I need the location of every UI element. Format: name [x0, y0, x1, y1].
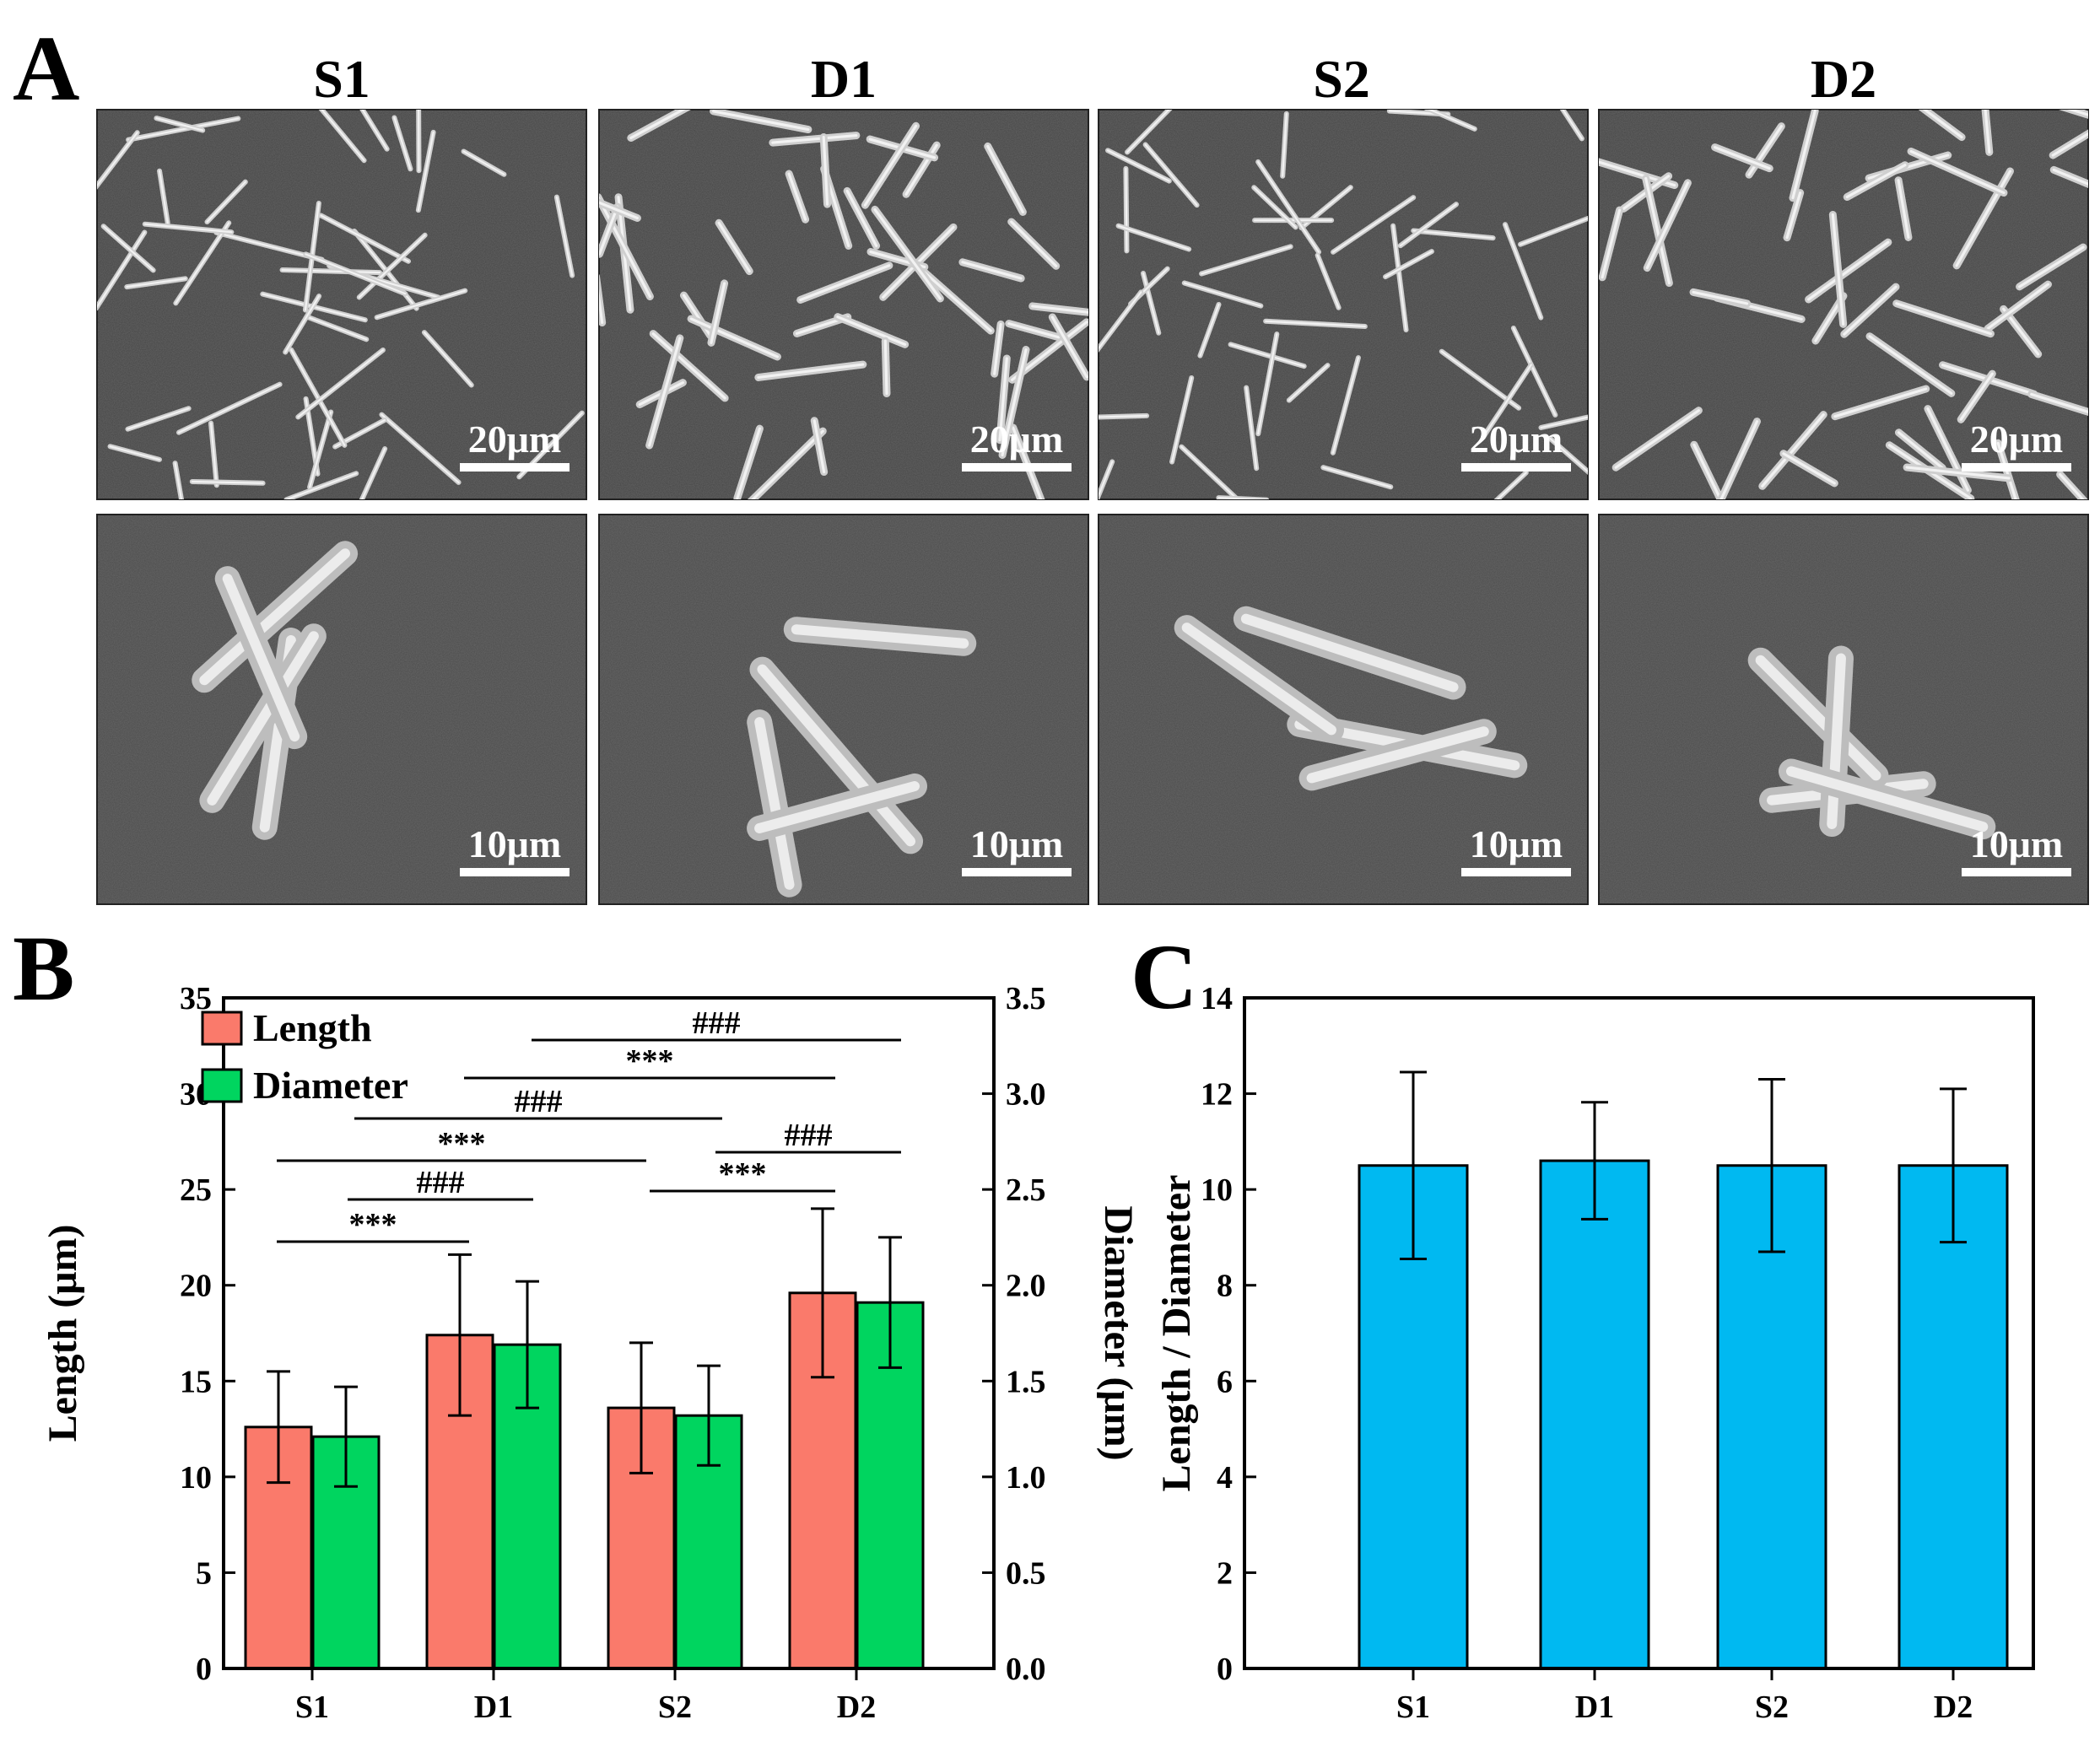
- sem-image-d1-low-mag: 20μm: [598, 109, 1089, 500]
- y-tick-label-right: 0.0: [1006, 1652, 1046, 1687]
- y-tick-label-right: 2.5: [1006, 1172, 1046, 1208]
- scale-bar-label: 20μm: [970, 418, 1063, 461]
- y-axis-title-right: Diameter (μm): [1096, 1205, 1141, 1460]
- error-bar-length-s1: [267, 1370, 290, 1485]
- significance-label: ###: [515, 1084, 563, 1119]
- error-bar-length-d1: [448, 1253, 472, 1417]
- scale-bar-label: 10μm: [1470, 822, 1563, 865]
- significance-label: ***: [438, 1126, 486, 1162]
- y-axis-title: Length / Diameter: [1154, 1175, 1199, 1492]
- error-bar-diameter-d1: [516, 1280, 539, 1410]
- plot-frame-c: [1243, 996, 2035, 1670]
- chart-c: 0 2 4 6 8 10 12 14 S1 D1 S2 D2 Length / Diameter: [1154, 981, 2035, 1725]
- error-bar-ratio-d2: [1940, 1087, 1967, 1244]
- y-tick-label-right: 3.0: [1006, 1077, 1046, 1113]
- scale-bar-label: 10μm: [1970, 822, 2063, 865]
- y-tick-label: 14: [1201, 981, 1233, 1016]
- sem-image-s1-low-mag: 20μm: [96, 109, 587, 500]
- sem-column-label-d1: D1: [811, 49, 877, 109]
- error-bar-length-s2: [629, 1341, 653, 1474]
- y-tick-label: 10: [1201, 1172, 1233, 1208]
- y-tick-label-left: 20: [180, 1269, 212, 1304]
- scale-bar-label: 10μm: [468, 822, 561, 865]
- error-bar-ratio-d1: [1581, 1101, 1608, 1221]
- x-tick-label-d1: D1: [1575, 1690, 1614, 1725]
- significance-label: ###: [417, 1165, 465, 1200]
- sem-image-s2-low-mag: 20μm: [1098, 109, 1589, 500]
- y-tick-label: 4: [1217, 1460, 1233, 1496]
- significance-d1-d2-diameter: ###: [532, 1005, 901, 1042]
- sem-column-label-s1: S1: [313, 49, 370, 109]
- legend-label-length: Length: [253, 1006, 372, 1049]
- significance-s2-d2-length: ***: [650, 1156, 835, 1193]
- significance-s1-s2-length: ***: [277, 1126, 646, 1162]
- significance-s2-d2-diameter: ###: [715, 1118, 901, 1154]
- significance-s1-d1-diameter: ###: [348, 1165, 533, 1201]
- significance-label: ***: [719, 1156, 767, 1192]
- sem-image-d2-high-mag: 10μm: [1598, 514, 2089, 905]
- y-tick-label: 0: [1217, 1652, 1233, 1687]
- panel-letter-c: C: [1131, 925, 1197, 1028]
- error-bar-ratio-s2: [1758, 1078, 1785, 1253]
- legend-swatch-length: [201, 1011, 243, 1046]
- error-bar-diameter-d2: [878, 1236, 902, 1369]
- significance-label: ***: [349, 1207, 397, 1242]
- y-tick-label: 8: [1217, 1269, 1233, 1304]
- significance-s1-d1-length: ***: [277, 1207, 469, 1243]
- significance-label: ###: [693, 1005, 741, 1041]
- significance-d1-d2-length: ***: [464, 1043, 835, 1080]
- plot-frame-b: [222, 996, 996, 1670]
- panel-letter-a: A: [13, 17, 79, 120]
- sem-column-label-d2: D2: [1811, 49, 1876, 109]
- sem-image-s1-high-mag: 10μm: [96, 514, 587, 905]
- significance-label: ***: [626, 1043, 674, 1079]
- scale-bar-label: 20μm: [1970, 418, 2063, 461]
- scale-bar-label: 20μm: [1470, 418, 1563, 461]
- sem-image-d2-low-mag: 20μm: [1598, 109, 2089, 500]
- bar-ratio-d1: [1539, 1159, 1650, 1670]
- error-bar-length-d2: [811, 1207, 834, 1379]
- y-tick-label-left: 15: [180, 1364, 212, 1399]
- y-tick-label-left: 25: [180, 1172, 212, 1208]
- x-tick-label-s2: S2: [1755, 1690, 1789, 1725]
- sem-micrograph-grid: 20μm 20μm 20μm 20μm 10μm 10μm 10μm 10μm: [96, 109, 2089, 905]
- y-tick-label-right: 0.5: [1006, 1555, 1046, 1591]
- y-tick-label-right: 1.5: [1006, 1364, 1046, 1399]
- error-bar-ratio-s1: [1400, 1070, 1427, 1260]
- y-tick-label-left: 35: [180, 981, 212, 1016]
- sem-column-label-s2: S2: [1313, 49, 1370, 109]
- x-tick-label-d1: D1: [474, 1690, 513, 1725]
- y-tick-label-right: 3.5: [1006, 981, 1046, 1016]
- error-bar-diameter-s1: [334, 1385, 358, 1488]
- y-tick-label-left: 5: [196, 1555, 212, 1591]
- x-tick-label-s1: S1: [1396, 1690, 1430, 1725]
- bar-ratio-d2: [1898, 1164, 2009, 1670]
- significance-s1-s2-diameter: ###: [354, 1084, 722, 1120]
- y-tick-label: 12: [1201, 1077, 1233, 1113]
- x-tick-label-s1: S1: [295, 1690, 329, 1725]
- y-tick-label: 6: [1217, 1364, 1233, 1399]
- scale-bar-label: 10μm: [970, 822, 1063, 865]
- panel-letter-b: B: [13, 917, 74, 1020]
- legend-label-diameter: Diameter: [253, 1064, 408, 1107]
- legend-swatch-diameter: [201, 1068, 243, 1103]
- y-tick-label-left: 0: [196, 1652, 212, 1687]
- y-tick-label: 2: [1217, 1555, 1233, 1591]
- x-tick-label-s2: S2: [658, 1690, 692, 1725]
- y-tick-label-right: 1.0: [1006, 1460, 1046, 1496]
- chart-b: 051015202530350.00.51.01.52.02.53.03.5S1…: [40, 981, 1141, 1725]
- x-tick-label-d2: D2: [1934, 1690, 1973, 1725]
- sem-image-d1-high-mag: 10μm: [598, 514, 1089, 905]
- error-bar-diameter-s2: [697, 1364, 721, 1467]
- scale-bar-label: 20μm: [468, 418, 561, 461]
- y-tick-label-left: 10: [180, 1460, 212, 1496]
- sem-image-s2-high-mag: 10μm: [1098, 514, 1589, 905]
- y-tick-label-right: 2.0: [1006, 1269, 1046, 1304]
- significance-label: ###: [785, 1118, 833, 1153]
- y-axis-title-left: Length (μm): [40, 1225, 85, 1442]
- x-tick-label-d2: D2: [837, 1690, 876, 1725]
